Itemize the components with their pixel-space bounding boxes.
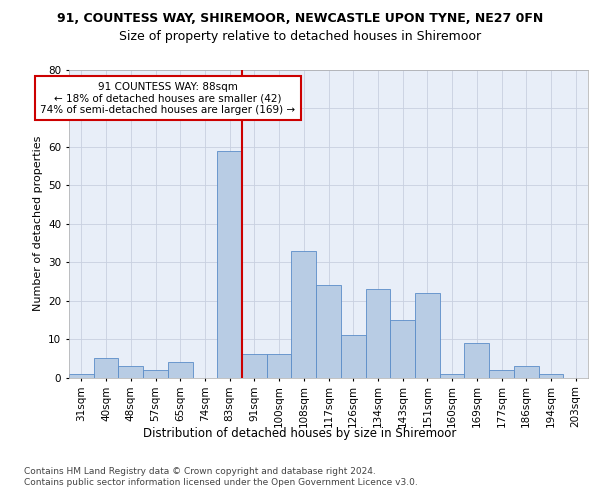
Bar bbox=[440, 374, 464, 378]
Text: 91, COUNTESS WAY, SHIREMOOR, NEWCASTLE UPON TYNE, NE27 0FN: 91, COUNTESS WAY, SHIREMOOR, NEWCASTLE U… bbox=[57, 12, 543, 26]
Bar bbox=[217, 150, 242, 378]
Bar bbox=[539, 374, 563, 378]
Text: Distribution of detached houses by size in Shiremoor: Distribution of detached houses by size … bbox=[143, 428, 457, 440]
Text: Contains HM Land Registry data © Crown copyright and database right 2024.
Contai: Contains HM Land Registry data © Crown c… bbox=[24, 468, 418, 487]
Y-axis label: Number of detached properties: Number of detached properties bbox=[32, 136, 43, 312]
Bar bbox=[242, 354, 267, 378]
Bar bbox=[365, 289, 390, 378]
Text: 91 COUNTESS WAY: 88sqm
← 18% of detached houses are smaller (42)
74% of semi-det: 91 COUNTESS WAY: 88sqm ← 18% of detached… bbox=[40, 82, 295, 114]
Bar bbox=[143, 370, 168, 378]
Bar bbox=[464, 343, 489, 378]
Bar bbox=[94, 358, 118, 378]
Bar bbox=[267, 354, 292, 378]
Bar bbox=[514, 366, 539, 378]
Bar bbox=[316, 285, 341, 378]
Bar bbox=[341, 335, 365, 378]
Text: Size of property relative to detached houses in Shiremoor: Size of property relative to detached ho… bbox=[119, 30, 481, 43]
Bar bbox=[489, 370, 514, 378]
Bar bbox=[292, 250, 316, 378]
Bar bbox=[415, 293, 440, 378]
Bar bbox=[390, 320, 415, 378]
Bar bbox=[168, 362, 193, 378]
Bar bbox=[118, 366, 143, 378]
Bar bbox=[69, 374, 94, 378]
